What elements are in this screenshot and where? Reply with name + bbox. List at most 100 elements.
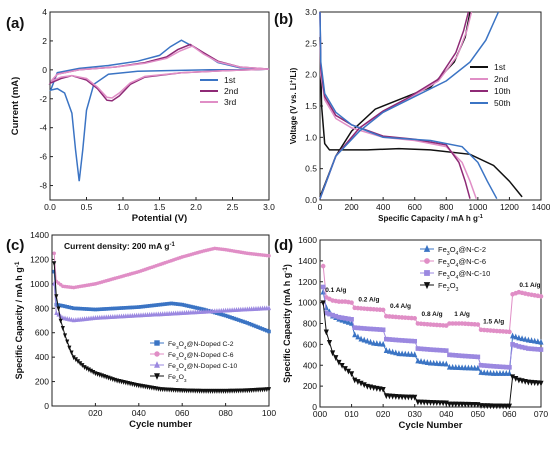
data-point (513, 333, 519, 340)
legend-label-part: 3 (176, 367, 179, 373)
data-point (247, 388, 252, 394)
y-tick-label: 400 (35, 352, 49, 362)
y-tick-label: 800 (35, 303, 49, 313)
y-axis-label-part: Specific Capacity / mA h g (14, 267, 24, 379)
x-tick-label: 040 (132, 408, 146, 418)
rate-label: 0.8 A/g (422, 311, 443, 318)
data-point (204, 388, 209, 394)
data-point (462, 401, 468, 408)
data-point (424, 399, 430, 406)
legend-label-part: 4 (184, 345, 187, 351)
data-point (323, 329, 329, 336)
data-point (67, 316, 72, 322)
y-tick-label: 1600 (298, 235, 317, 245)
legend-label-part: O (179, 352, 184, 359)
legend-label: Fe3O4@N-C-10 (438, 269, 490, 281)
rate-label: 0.2 A/g (358, 297, 379, 304)
data-point (367, 384, 374, 391)
data-point (249, 388, 254, 393)
data-point (443, 323, 449, 328)
data-point (519, 378, 525, 385)
data-point (223, 388, 228, 394)
data-point (352, 377, 358, 384)
data-point (333, 355, 339, 361)
data-point (393, 394, 399, 400)
data-point (522, 378, 528, 385)
charge-discharge-curve-50th (319, 11, 500, 199)
data-point (415, 357, 421, 364)
data-point (383, 347, 389, 353)
x-tick-label: 080 (219, 408, 233, 418)
current-density-annotation-part: -1 (170, 242, 176, 248)
legend-label-part: 4 (456, 275, 459, 281)
data-point (358, 380, 364, 387)
current-density-annotation-part: Current density: 200 mA g (64, 241, 170, 251)
x-tick-label: 1200 (500, 202, 519, 212)
y-tick-label: 1200 (30, 254, 49, 264)
data-point (210, 388, 215, 394)
legend-label: 2nd (494, 74, 508, 84)
data-point (405, 350, 411, 357)
data-point (345, 368, 351, 375)
data-point (437, 400, 443, 407)
data-point (459, 401, 465, 408)
y-tick-label: 0.0 (305, 195, 317, 205)
data-point (336, 359, 342, 366)
data-point (412, 351, 418, 358)
legend-label: Fe2O3 (438, 281, 459, 293)
legend-label-part: O (179, 374, 184, 381)
data-point (468, 364, 475, 371)
data-point (399, 350, 405, 357)
panel-label: (c) (6, 237, 24, 254)
legend-label-part: Fe (168, 352, 176, 359)
y-axis-label-part: /Li) (289, 67, 298, 79)
x-tick-label: 0 (318, 202, 323, 212)
data-point (67, 345, 72, 351)
legend-label-part: Fe (438, 281, 447, 290)
y-axis-label: Specific Capacity / mA h g-1 (14, 261, 25, 379)
data-point (402, 394, 408, 401)
data-point (481, 369, 487, 376)
legend-label-part: 3 (447, 263, 450, 269)
data-point (355, 379, 361, 385)
x-tick-label: 020 (376, 409, 390, 419)
x-tick-label: 1000 (468, 202, 487, 212)
data-point (236, 388, 241, 394)
data-point (427, 359, 434, 366)
cv-curve-3rd (50, 45, 270, 99)
data-point (62, 315, 68, 321)
legend-label-part: @N-C-10 (458, 269, 490, 278)
legend-label: Fe3O4@N-Doped C-6 (168, 352, 234, 362)
x-axis-label: Specific Capacity / mA h g-1 (378, 214, 483, 223)
y-tick-label: -4 (39, 123, 47, 133)
data-point (532, 337, 538, 344)
panel-d: (d) 000 010 020 030 040 050 060 070 0 200 400 600 800… (274, 235, 548, 431)
data-point (503, 403, 509, 410)
data-point (330, 350, 336, 357)
x-tick-label: 1.5 (154, 202, 166, 212)
legend-label-part: O (450, 245, 456, 254)
data-point (58, 318, 63, 324)
data-point (364, 337, 370, 344)
legend-label-part: O (450, 269, 456, 278)
y-tick-label: 2 (42, 36, 47, 46)
data-point (408, 394, 415, 401)
y-tick-label: 0 (312, 402, 317, 412)
data-point (258, 387, 263, 393)
x-tick-label: 000 (313, 409, 327, 419)
legend-label-part: Fe (168, 341, 176, 348)
data-point (219, 388, 224, 394)
x-tick-label: 030 (408, 409, 422, 419)
data-point (349, 319, 355, 326)
data-point (390, 348, 396, 355)
data-point (206, 388, 211, 394)
legend-label: 3rd (224, 97, 237, 107)
data-point (56, 306, 61, 312)
data-point (491, 403, 497, 410)
legend-label-part: 3 (456, 287, 459, 293)
data-point (418, 358, 424, 364)
y-tick-label: 0 (42, 65, 47, 75)
data-point (234, 388, 239, 394)
legend-label-part: @N-Doped C-10 (187, 363, 238, 370)
data-point (52, 261, 57, 267)
